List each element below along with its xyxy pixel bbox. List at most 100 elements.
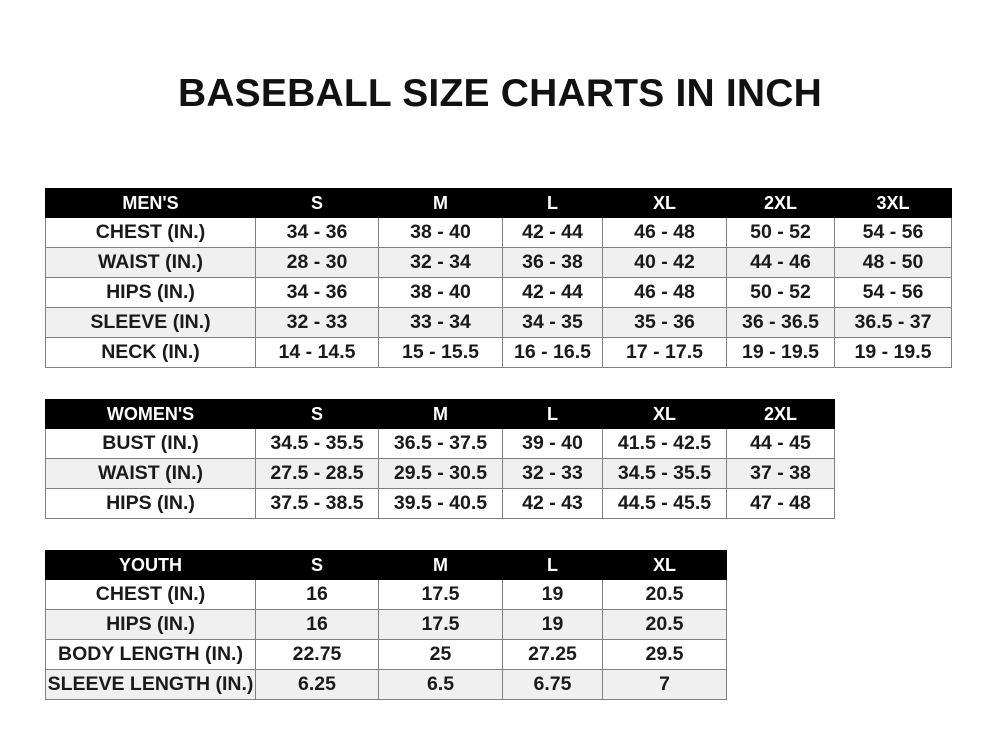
size-value: 19 - 19.5 bbox=[726, 337, 835, 368]
page-title: BASEBALL SIZE CHARTS IN INCH bbox=[177, 72, 823, 115]
header-row: MEN'S S M L XL 2XL 3XL bbox=[45, 188, 952, 218]
size-header: M bbox=[378, 188, 503, 218]
size-value: 20.5 bbox=[602, 609, 727, 640]
size-value: 17.5 bbox=[378, 579, 503, 610]
youth-size-table: YOUTH S M L XL CHEST (IN.) 16 17.5 19 20.5 HIPS (I… bbox=[45, 550, 727, 700]
size-value: 42 - 43 bbox=[502, 488, 603, 519]
size-value: 19 bbox=[502, 579, 603, 610]
header-row: WOMEN'S S M L XL 2XL bbox=[45, 399, 835, 429]
size-value: 34.5 - 35.5 bbox=[255, 428, 379, 459]
size-value: 42 - 44 bbox=[502, 217, 603, 248]
size-value: 46 - 48 bbox=[602, 217, 727, 248]
size-value: 34.5 - 35.5 bbox=[602, 458, 727, 489]
size-value: 22.75 bbox=[255, 639, 379, 670]
size-value: 36.5 - 37 bbox=[834, 307, 952, 338]
size-value: 25 bbox=[378, 639, 503, 670]
size-value: 16 bbox=[255, 579, 379, 610]
size-value: 6.75 bbox=[502, 669, 603, 700]
size-value: 36 - 38 bbox=[502, 247, 603, 278]
size-value: 37 - 38 bbox=[726, 458, 835, 489]
size-value: 50 - 52 bbox=[726, 277, 835, 308]
size-header: M bbox=[378, 399, 503, 429]
table-row: NECK (IN.) 14 - 14.5 15 - 15.5 16 - 16.5 17 … bbox=[45, 337, 952, 368]
size-value: 48 - 50 bbox=[834, 247, 952, 278]
size-value: 33 - 34 bbox=[378, 307, 503, 338]
size-value: 39 - 40 bbox=[502, 428, 603, 459]
size-value: 38 - 40 bbox=[378, 217, 503, 248]
size-value: 6.5 bbox=[378, 669, 503, 700]
table-row: CHEST (IN.) 16 17.5 19 20.5 bbox=[45, 579, 727, 610]
size-value: 39.5 - 40.5 bbox=[378, 488, 503, 519]
size-value: 32 - 33 bbox=[502, 458, 603, 489]
size-value: 19 - 19.5 bbox=[834, 337, 952, 368]
size-value: 32 - 34 bbox=[378, 247, 503, 278]
size-value: 44.5 - 45.5 bbox=[602, 488, 727, 519]
size-value: 44 - 46 bbox=[726, 247, 835, 278]
table-row: BODY LENGTH (IN.) 22.75 25 27.25 29.5 bbox=[45, 639, 727, 670]
table-row: HIPS (IN.) 34 - 36 38 - 40 42 - 44 46 - 48 50… bbox=[45, 277, 952, 308]
size-value: 36 - 36.5 bbox=[726, 307, 835, 338]
size-header: 2XL bbox=[726, 188, 835, 218]
size-value: 7 bbox=[602, 669, 727, 700]
size-value: 17.5 bbox=[378, 609, 503, 640]
size-value: 42 - 44 bbox=[502, 277, 603, 308]
measurement-label: HIPS (IN.) bbox=[45, 488, 256, 519]
size-value: 54 - 56 bbox=[834, 277, 952, 308]
table-row: HIPS (IN.) 37.5 - 38.5 39.5 - 40.5 42 - 43 4… bbox=[45, 488, 835, 519]
size-value: 50 - 52 bbox=[726, 217, 835, 248]
size-value: 46 - 48 bbox=[602, 277, 727, 308]
size-value: 17 - 17.5 bbox=[602, 337, 727, 368]
size-value: 20.5 bbox=[602, 579, 727, 610]
size-value: 40 - 42 bbox=[602, 247, 727, 278]
table-row: CHEST (IN.) 34 - 36 38 - 40 42 - 44 46 - 48 5… bbox=[45, 217, 952, 248]
measurement-label: BODY LENGTH (IN.) bbox=[45, 639, 256, 670]
size-value: 44 - 45 bbox=[726, 428, 835, 459]
size-value: 29.5 - 30.5 bbox=[378, 458, 503, 489]
size-value: 34 - 36 bbox=[255, 277, 379, 308]
size-value: 29.5 bbox=[602, 639, 727, 670]
mens-size-table: MEN'S S M L XL 2XL 3XL CHEST (IN.) 34 - 36 38 - 4… bbox=[45, 188, 952, 368]
measurement-label: CHEST (IN.) bbox=[45, 579, 256, 610]
size-value: 35 - 36 bbox=[602, 307, 727, 338]
measurement-label: HIPS (IN.) bbox=[45, 277, 256, 308]
category-header: YOUTH bbox=[45, 550, 256, 580]
measurement-label: WAIST (IN.) bbox=[45, 458, 256, 489]
table-row: HIPS (IN.) 16 17.5 19 20.5 bbox=[45, 609, 727, 640]
measurement-label: CHEST (IN.) bbox=[45, 217, 256, 248]
size-value: 47 - 48 bbox=[726, 488, 835, 519]
size-value: 34 - 35 bbox=[502, 307, 603, 338]
measurement-label: SLEEVE LENGTH (IN.) bbox=[45, 669, 256, 700]
womens-size-table: WOMEN'S S M L XL 2XL BUST (IN.) 34.5 - 35.5 36.5… bbox=[45, 399, 835, 519]
size-value: 32 - 33 bbox=[255, 307, 379, 338]
size-value: 27.25 bbox=[502, 639, 603, 670]
measurement-label: WAIST (IN.) bbox=[45, 247, 256, 278]
size-value: 19 bbox=[502, 609, 603, 640]
table-row: SLEEVE LENGTH (IN.) 6.25 6.5 6.75 7 bbox=[45, 669, 727, 700]
size-value: 54 - 56 bbox=[834, 217, 952, 248]
size-value: 16 - 16.5 bbox=[502, 337, 603, 368]
measurement-label: BUST (IN.) bbox=[45, 428, 256, 459]
size-header: S bbox=[255, 550, 379, 580]
category-header: MEN'S bbox=[45, 188, 256, 218]
size-value: 38 - 40 bbox=[378, 277, 503, 308]
size-value: 14 - 14.5 bbox=[255, 337, 379, 368]
header-row: YOUTH S M L XL bbox=[45, 550, 727, 580]
size-value: 15 - 15.5 bbox=[378, 337, 503, 368]
size-header: 3XL bbox=[834, 188, 952, 218]
measurement-label: NECK (IN.) bbox=[45, 337, 256, 368]
size-value: 34 - 36 bbox=[255, 217, 379, 248]
size-header: L bbox=[502, 399, 603, 429]
size-header: XL bbox=[602, 399, 727, 429]
table-row: WAIST (IN.) 28 - 30 32 - 34 36 - 38 40 - 42 4… bbox=[45, 247, 952, 278]
measurement-label: SLEEVE (IN.) bbox=[45, 307, 256, 338]
size-value: 27.5 - 28.5 bbox=[255, 458, 379, 489]
size-value: 16 bbox=[255, 609, 379, 640]
size-header: M bbox=[378, 550, 503, 580]
size-value: 41.5 - 42.5 bbox=[602, 428, 727, 459]
table-row: BUST (IN.) 34.5 - 35.5 36.5 - 37.5 39 - 40 4… bbox=[45, 428, 835, 459]
table-row: WAIST (IN.) 27.5 - 28.5 29.5 - 30.5 32 - 33… bbox=[45, 458, 835, 489]
size-header: S bbox=[255, 399, 379, 429]
size-header: XL bbox=[602, 188, 727, 218]
category-header: WOMEN'S bbox=[45, 399, 256, 429]
size-value: 37.5 - 38.5 bbox=[255, 488, 379, 519]
